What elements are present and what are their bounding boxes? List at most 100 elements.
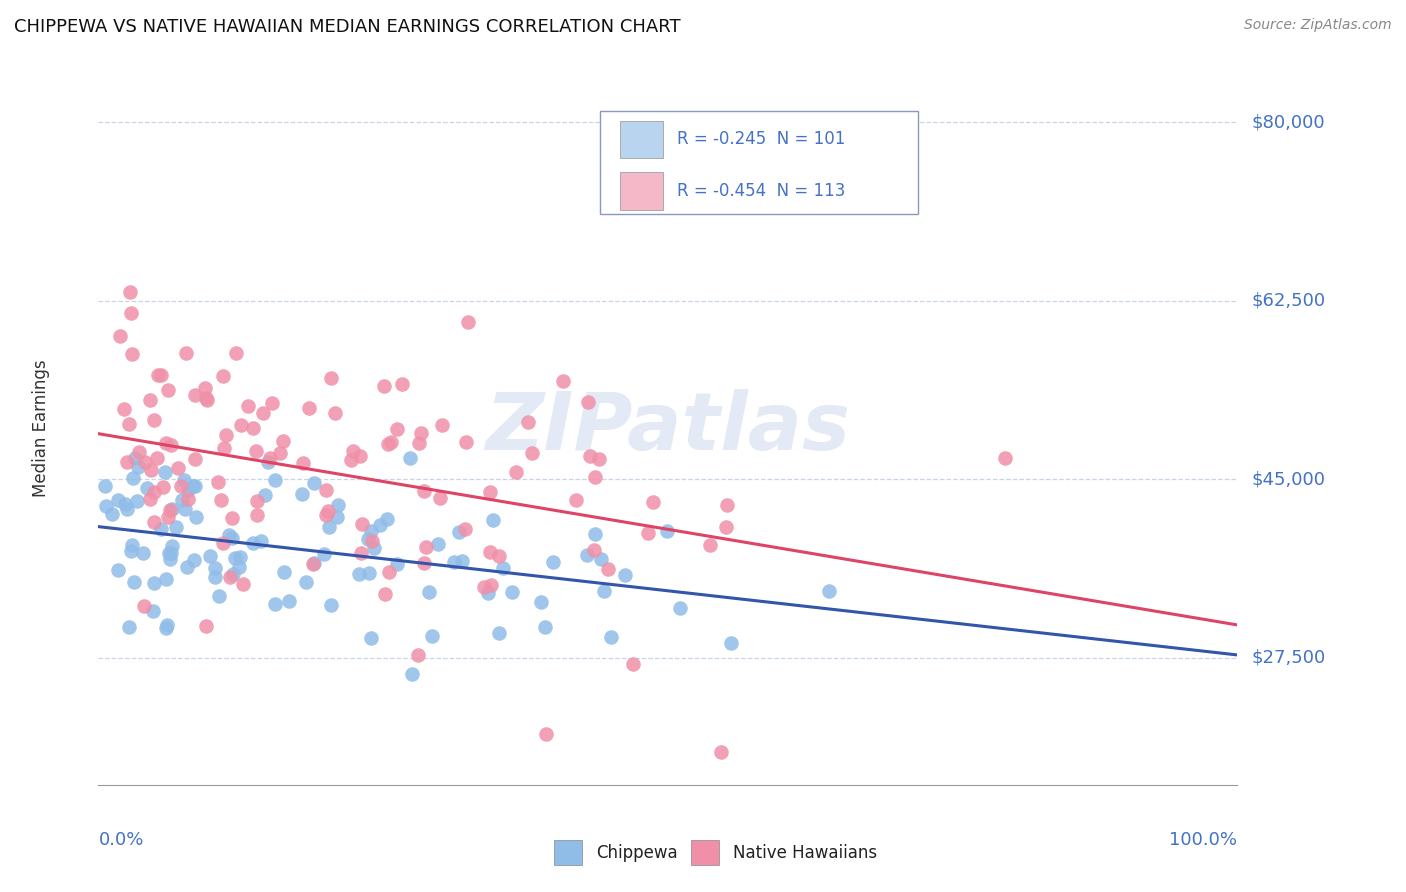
Point [170,492,193,507]
Point [194,391,217,405]
Point [391,376,413,391]
Point [534,727,557,741]
Text: 0.0%: 0.0% [98,831,143,849]
Point [236,399,259,413]
Point [488,549,510,564]
Point [159,546,181,560]
Point [139,463,162,477]
Point [273,565,295,579]
Point [195,392,218,407]
Text: R = -0.454  N = 113: R = -0.454 N = 113 [676,182,845,200]
Point [263,598,285,612]
Point [125,494,148,508]
Point [326,509,349,524]
Point [155,572,177,586]
Point [115,455,138,469]
Point [598,561,620,575]
Point [621,657,644,672]
Point [214,441,236,455]
Point [146,450,169,465]
Point [142,576,165,591]
Point [152,480,174,494]
Point [339,453,361,467]
Point [107,563,129,577]
Point [342,443,364,458]
Point [194,619,217,633]
Point [565,492,588,507]
Point [614,568,637,582]
Point [107,492,129,507]
Point [218,570,240,584]
Point [298,401,321,415]
Point [406,648,429,662]
Point [368,518,391,533]
Point [252,406,274,420]
Point [481,512,503,526]
Point [155,621,177,635]
Point [150,368,173,383]
Point [207,475,229,489]
Point [447,524,470,539]
Point [177,483,200,497]
Point [167,460,190,475]
Point [224,550,246,565]
Point [242,421,264,435]
Point [135,481,157,495]
Point [120,306,142,320]
Point [323,406,346,420]
Point [146,368,169,383]
Text: 100.0%: 100.0% [1170,831,1237,849]
Text: Median Earnings: Median Earnings [32,359,51,497]
Point [134,455,156,469]
Point [576,395,599,409]
Point [399,450,422,465]
Text: Source: ZipAtlas.com: Source: ZipAtlas.com [1244,18,1392,32]
Text: ZIPatlas: ZIPatlas [485,389,851,467]
Point [108,329,131,343]
Point [373,587,395,601]
Point [479,578,502,592]
Text: Chippewa: Chippewa [596,844,678,862]
Point [259,450,281,465]
Point [657,524,679,538]
Point [228,559,250,574]
Point [176,491,198,506]
Point [357,532,380,546]
Point [302,556,325,570]
Point [160,438,183,452]
Text: $62,500: $62,500 [1251,292,1326,310]
Point [194,381,217,395]
Point [257,455,280,469]
Point [225,345,247,359]
Point [94,499,117,513]
Point [409,425,432,440]
Point [212,536,235,550]
Point [142,604,165,618]
Point [150,522,173,536]
Point [312,547,335,561]
Point [427,537,450,551]
Text: $45,000: $45,000 [1251,470,1326,488]
Point [420,629,443,643]
Point [155,435,177,450]
Point [380,435,402,450]
Point [349,566,371,581]
Point [488,625,510,640]
Point [291,487,314,501]
Point [352,516,374,531]
Point [269,446,291,460]
Text: R = -0.245  N = 101: R = -0.245 N = 101 [676,130,845,148]
Point [121,538,143,552]
Point [295,574,318,589]
Point [387,422,409,436]
Point [326,498,349,512]
Point [156,383,179,397]
Point [271,434,294,449]
Point [501,585,523,599]
Point [221,511,243,525]
Point [669,600,692,615]
Point [716,499,738,513]
Point [174,345,197,359]
Point [112,402,135,417]
Point [198,549,221,563]
